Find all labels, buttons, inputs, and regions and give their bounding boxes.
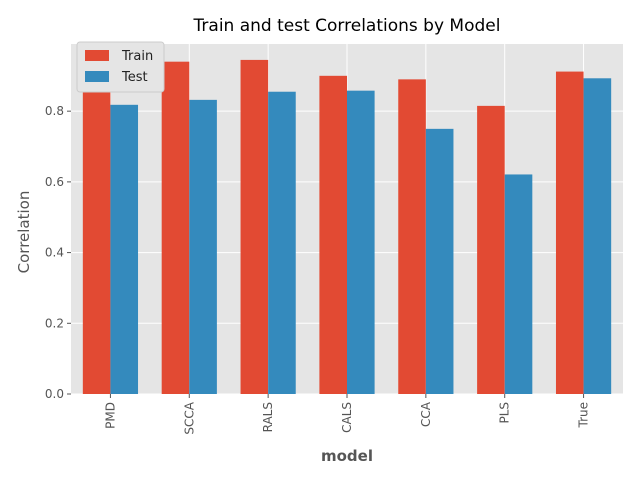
bar-train-scca: [161, 61, 190, 395]
y-tick-label: 0.2: [45, 316, 64, 330]
y-axis-label: Correlation: [15, 191, 33, 274]
legend-label-test: Test: [121, 70, 148, 85]
bar-test-cals: [347, 90, 375, 395]
bar-test-rals: [268, 91, 296, 395]
x-tick-label: CCA: [419, 401, 433, 427]
y-tick-label: 0.4: [45, 246, 64, 260]
y-tick-label: 0.6: [45, 175, 64, 189]
legend-swatch-train: [85, 50, 109, 61]
chart-title: Train and test Correlations by Model: [193, 16, 501, 36]
legend: Train Test: [76, 41, 165, 93]
bar-train-true: [555, 71, 584, 395]
bar-test-pls: [504, 174, 533, 394]
x-tick-label: SCCA: [182, 401, 196, 434]
legend-label-train: Train: [121, 49, 153, 64]
bar-train-cca: [398, 79, 426, 394]
x-tick-label: True: [577, 402, 591, 429]
x-tick-label: PLS: [498, 402, 512, 424]
y-axis-ticks: 0.0 0.2 0.4 0.6 0.8: [45, 104, 71, 401]
x-tick-label: PMD: [103, 402, 117, 429]
bar-train-rals: [240, 59, 269, 395]
bars: [82, 59, 612, 395]
y-tick-label: 0.8: [45, 104, 64, 118]
bar-train-pmd: [82, 81, 111, 394]
x-tick-label: RALS: [261, 402, 275, 432]
y-tick-label: 0.0: [45, 387, 64, 401]
bar-test-cca: [425, 128, 454, 394]
bar-test-scca: [189, 99, 217, 395]
bar-test-true: [583, 78, 612, 394]
bar-train-cals: [319, 75, 347, 395]
bar-train-pls: [477, 105, 505, 395]
legend-swatch-test: [85, 71, 109, 82]
bar-test-pmd: [110, 104, 139, 395]
x-axis-label: model: [321, 447, 373, 465]
x-tick-label: CALS: [340, 402, 354, 433]
x-axis-ticks: PMD SCCA RALS CALS CCA PLS True: [103, 394, 591, 435]
